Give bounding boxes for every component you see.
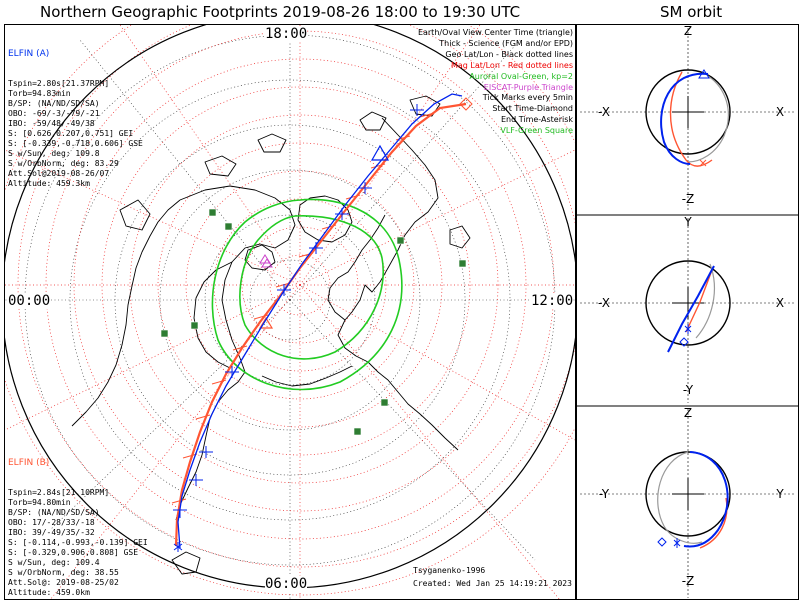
legend-item: Earth/Oval View Center Time (triangle)	[417, 28, 573, 37]
elfin-a-lines: Tspin=2.80s[21.37RPM] Torb=94.83min B/SP: …	[8, 79, 143, 189]
elfin_a-line: IBO: -59/48/-49/38	[8, 119, 95, 128]
orbit-a-highlight	[660, 72, 709, 165]
elfin_b-line: S w/Sun, deg: 109.4	[8, 558, 100, 567]
elfin_a-line: Att.Sol@2019-08-26/07	[8, 169, 110, 178]
vlf-square	[224, 222, 233, 231]
vlf-square	[353, 427, 362, 436]
legend-item: Thick - Science (FGM and/or EPD)	[439, 38, 573, 48]
clock-label-right: 12:00	[531, 293, 574, 309]
elfin_a-line: S: [0.626,0.207,0.751] GEI	[8, 129, 134, 138]
orbit-a-asterisk	[673, 538, 681, 548]
orbit-axis-right: Y	[776, 487, 784, 501]
elfin_a-line: Altitude: 459.3km	[8, 179, 90, 188]
coastlines	[71, 95, 471, 575]
elfin_b-line: IBO: 39/-49/35/-32	[8, 528, 95, 537]
legend-item: Start Time-Diamond	[492, 104, 573, 114]
model-label: Tsyganenko-1996	[413, 566, 486, 575]
page-title: Northern Geographic Footprints 2019-08-2…	[40, 3, 521, 21]
created-label: Created: Wed Jan 25 14:19:21 2023	[413, 579, 572, 588]
legend: Earth/Oval View Center Time (triangle) Th…	[418, 28, 573, 137]
elfin-b-info: ELFIN (B) Tspin=2.84s[21.10RPM] Torb=94.8…	[8, 438, 148, 608]
legend-item: EISCAT-Purple Triangle	[483, 82, 573, 92]
vlf-square	[380, 398, 389, 407]
orbit-axis-top: Z	[683, 406, 693, 420]
orbit-axis-left: -Y	[598, 487, 610, 501]
vlf-square	[190, 321, 199, 330]
elfin_b-line: Altitude: 459.0km	[8, 588, 90, 597]
clock-label-bottom: 06:00	[265, 576, 308, 592]
orbit-b-track	[669, 71, 713, 167]
orbit-a-track	[695, 263, 716, 339]
elfin-b-start-diamond	[459, 97, 473, 111]
elfin_b-line: S: [-0.329,0.906,0.808] GSE	[8, 548, 139, 557]
legend-item: Mag Lat/Lon - Red dotted lines	[450, 60, 573, 70]
vlf-square	[458, 259, 467, 268]
orbit-b-diamond	[657, 537, 667, 547]
elfin_b-line: Tspin=2.84s[21.10RPM]	[8, 488, 110, 497]
eiscat-markers	[259, 254, 273, 268]
clock-label-left: 00:00	[8, 293, 51, 309]
vlf-square	[396, 236, 405, 245]
vlf-square	[208, 208, 217, 217]
orbit-axis-top: Z	[683, 24, 693, 38]
mag-grid	[5, 25, 575, 600]
earth-circle	[645, 260, 731, 346]
elfin_b-line: Torb=94.80min	[8, 498, 71, 507]
elfin_b-line: B/SP: (NA/ND/SD/SA)	[8, 508, 100, 517]
elfin-b-lines: Tspin=2.84s[21.10RPM] Torb=94.80min B/SP: …	[8, 488, 148, 598]
orbit-title: SM orbit	[660, 3, 723, 21]
elfin_a-line: Tspin=2.80s[21.37RPM]	[8, 79, 110, 88]
orbit-a-highlight	[683, 451, 729, 548]
elfin_a-line: B/SP: (NA/ND/SD/SA)	[8, 99, 100, 108]
orbit-panel-yz	[580, 409, 796, 598]
orbit-axis-bottom: -Z	[681, 574, 695, 588]
orbit-axis-bottom: -Y	[682, 383, 694, 397]
legend-item: Tick Marks every 5min	[482, 93, 573, 103]
orbit-panel-xz	[580, 28, 796, 212]
orbit-a-track	[657, 451, 703, 544]
elfin_b-line: Att.Sol@: 2019-08-25/02	[8, 578, 119, 587]
orbit-a-triangle	[698, 69, 710, 79]
legend-item: Geo Lat/Lon - Black dotted lines	[445, 49, 573, 59]
elfin_a-line: Torb=94.83min	[8, 89, 71, 98]
elfin_a-line: OBO: -69/-3/-79/-21	[8, 109, 100, 118]
elfin-b-name: ELFIN (B)	[8, 458, 50, 468]
elfin-b-trace	[171, 97, 473, 547]
orbit-axis-left: -X	[598, 296, 610, 310]
elfin_a-line: S w/Sun, deg: 109.8	[8, 149, 100, 158]
orbit-panel-xy	[580, 218, 796, 403]
orbit-b-track	[685, 269, 713, 333]
auroral-oval	[211, 198, 403, 391]
elfin-a-trace	[173, 93, 463, 552]
elfin_b-line: S w/OrbNorm, deg: 38.55	[8, 568, 119, 577]
orbit-b-diamond	[679, 337, 689, 347]
legend-item: End Time-Asterisk	[500, 115, 573, 125]
elfin_b-line: OBO: 17/-28/33/-18	[8, 518, 95, 527]
elfin-a-info: ELFIN (A) Tspin=2.80s[21.37RPM] Torb=94.8…	[8, 29, 143, 199]
elfin_a-line: S w/OrbNorm, deg: 83.29	[8, 159, 119, 168]
vlf-square	[160, 329, 169, 338]
orbit-axis-top: Y	[684, 215, 692, 229]
legend-item: VLF-Green Square	[500, 126, 573, 136]
orbit-a-asterisk	[684, 324, 692, 334]
elfin-a-view-triangle	[370, 144, 390, 161]
elfin_a-line: S: [-0.339,-0.718,0.606] GSE	[8, 139, 143, 148]
orbit-a-highlight	[667, 265, 715, 353]
eiscat-triangle	[261, 258, 273, 268]
orbit-axis-bottom: -Z	[681, 192, 695, 206]
earth-circle	[645, 69, 731, 155]
orbit-b-asterisk	[699, 159, 707, 167]
orbit-axis-right: X	[775, 105, 785, 119]
elfin_b-line: S: [-0.114,-0.993,-0.139] GEI	[8, 538, 148, 547]
vlf-stations	[160, 208, 467, 436]
elfin-a-name: ELFIN (A)	[8, 49, 50, 59]
orbit-a-track	[687, 75, 729, 163]
clock-label-top: 18:00	[265, 26, 308, 42]
legend-item: Auroral Oval-Green, kp=2	[469, 71, 573, 81]
orbit-axis-left: -X	[598, 105, 610, 119]
orbit-axis-right: X	[775, 296, 785, 310]
elfin-a-end-asterisk	[173, 542, 183, 552]
elfin-b-view-triangle	[258, 316, 274, 329]
